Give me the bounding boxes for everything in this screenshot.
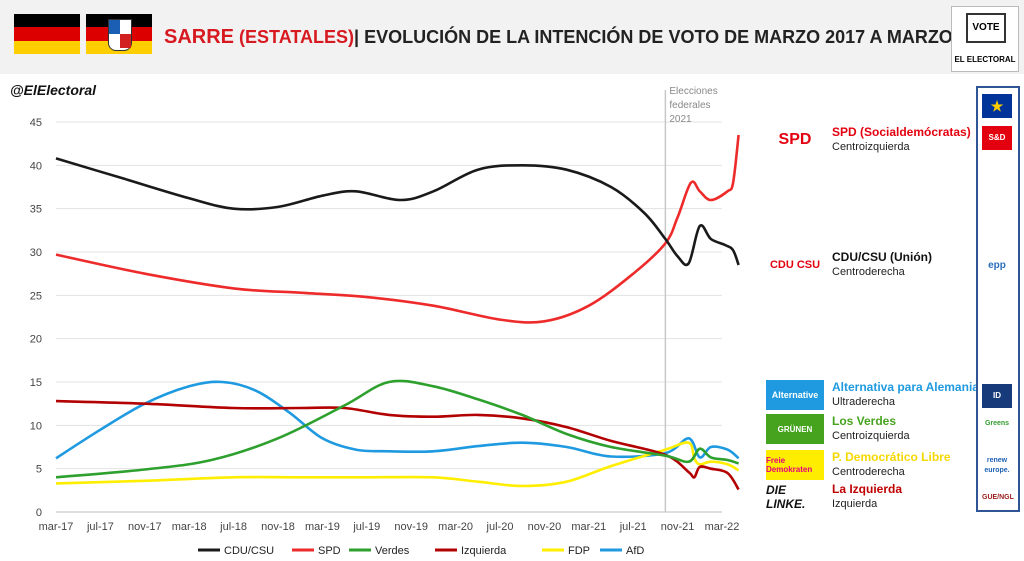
el-electoral-logo: VOTE EL ELECTORAL: [951, 6, 1019, 72]
y-tick-label: 15: [30, 377, 42, 389]
x-tick-label: mar-18: [172, 521, 207, 533]
party-ideology: Centroizquierda: [832, 141, 910, 153]
x-tick-label: jul-19: [352, 521, 380, 533]
series-line-verdes: [55, 379, 740, 479]
title-state: SARRE: [164, 26, 235, 48]
legend-label: AfD: [626, 545, 644, 557]
saarland-flag-icon: [86, 14, 152, 54]
x-tick-label: jul-18: [219, 521, 247, 533]
election-annotation-text: Elecciones: [669, 86, 717, 97]
party-name: CDU/CSU (Unión): [832, 250, 932, 264]
x-axis-ticks: mar-17 jul-17 nov-17 mar-18 jul-18 nov-18 mar-…: [39, 521, 740, 533]
eu-group-logo-icon: GUE/NGL: [982, 494, 1014, 501]
legend-label: FDP: [568, 545, 590, 557]
party-ideology: Centroderecha: [832, 466, 905, 478]
legend-label: Verdes: [375, 545, 410, 557]
legend-label: CDU/CSU: [224, 545, 274, 557]
party-ideology: Centroizquierda: [832, 430, 910, 442]
title-separator: |: [354, 27, 360, 47]
eu-group-logo-icon: Greens: [984, 420, 1010, 427]
eu-groups-column: ★ S&D epp ID Greens renew europe. GUE/NGL: [976, 86, 1020, 512]
legend-label: SPD: [318, 545, 341, 557]
y-axis-ticks: 0 5 10 15 20 25 30 35 40 45: [30, 117, 42, 519]
party-logo-icon: DIE LINKE.: [766, 483, 806, 511]
party-name: P. Democrático Libre: [832, 450, 951, 464]
y-tick-label: 35: [30, 204, 42, 216]
party-name: SPD (Socialdemócratas): [832, 125, 971, 139]
eu-group-logo-icon: renew europe.: [984, 457, 1010, 474]
election-annotation: Elecciones federales 2021: [664, 86, 718, 512]
x-tick-label: mar-17: [39, 521, 74, 533]
party-logo-icon: Alternative: [766, 380, 824, 410]
y-tick-label: 30: [30, 247, 42, 259]
germany-flag-icon: [14, 14, 80, 54]
y-tick-label: 40: [30, 160, 42, 172]
x-tick-label: mar-20: [438, 521, 473, 533]
logo-brand-text: EL ELECTORAL: [954, 55, 1016, 64]
x-tick-label: jul-17: [86, 521, 114, 533]
x-tick-label: nov-21: [661, 521, 695, 533]
election-annotation-text: 2021: [669, 114, 692, 125]
party-name: Los Verdes: [832, 414, 897, 428]
y-tick-label: 10: [30, 420, 42, 432]
y-tick-label: 45: [30, 117, 42, 129]
x-tick-label: mar-22: [705, 521, 740, 533]
x-tick-label: jul-20: [486, 521, 514, 533]
y-tick-label: 25: [30, 290, 42, 302]
party-ideology: Centroderecha: [832, 266, 905, 278]
series-line-fdp: [55, 441, 740, 488]
header-bar: SARRE (ESTATALES)| EVOLUCIÓN DE LA INTEN…: [0, 0, 1024, 74]
series-line-cducsu: [55, 157, 740, 267]
eu-group-logo-icon: epp: [988, 260, 1006, 271]
chart-grid: [56, 121, 722, 513]
party-logo-icon: CDU CSU: [769, 259, 821, 271]
author-handle: @ElElectoral: [10, 82, 97, 98]
x-tick-label: nov-18: [261, 521, 295, 533]
y-tick-label: 0: [36, 507, 42, 519]
series-lines: [55, 134, 740, 491]
x-tick-label: nov-17: [128, 521, 162, 533]
page-title: SARRE (ESTATALES)| EVOLUCIÓN DE LA INTEN…: [164, 26, 998, 49]
x-tick-label: mar-19: [305, 521, 340, 533]
chart-legend: CDU/CSU SPD Verdes Izquierda FDP AfD: [198, 545, 644, 557]
election-annotation-text: federales: [669, 100, 710, 111]
party-logo-icon: GRÜNEN: [766, 414, 824, 444]
party-ideology: Ultraderecha: [832, 396, 895, 408]
eu-group-logo-icon: S&D: [982, 126, 1012, 150]
party-name: La Izquierda: [832, 482, 903, 496]
x-tick-label: jul-21: [619, 521, 647, 533]
y-tick-label: 5: [36, 464, 42, 476]
party-name: Alternativa para Alemania: [832, 380, 979, 394]
title-subtitle: EVOLUCIÓN DE LA INTENCIÓN DE VOTO DE MAR…: [364, 27, 998, 47]
party-logo-icon: Freie Demokraten: [766, 450, 824, 480]
x-tick-label: mar-21: [571, 521, 606, 533]
legend-label: Izquierda: [461, 545, 507, 557]
x-tick-label: nov-20: [528, 521, 562, 533]
eu-flag-icon: ★: [982, 94, 1012, 118]
party-ideology: Izquierda: [832, 498, 878, 510]
party-logo-icon: SPD: [778, 131, 812, 148]
title-state-sub: (ESTATALES): [239, 27, 355, 47]
ballot-box-icon: VOTE: [966, 13, 1006, 43]
x-tick-label: nov-19: [394, 521, 428, 533]
eu-group-logo-icon: ID: [982, 384, 1012, 408]
series-line-spd: [55, 134, 740, 324]
y-tick-label: 20: [30, 334, 42, 346]
